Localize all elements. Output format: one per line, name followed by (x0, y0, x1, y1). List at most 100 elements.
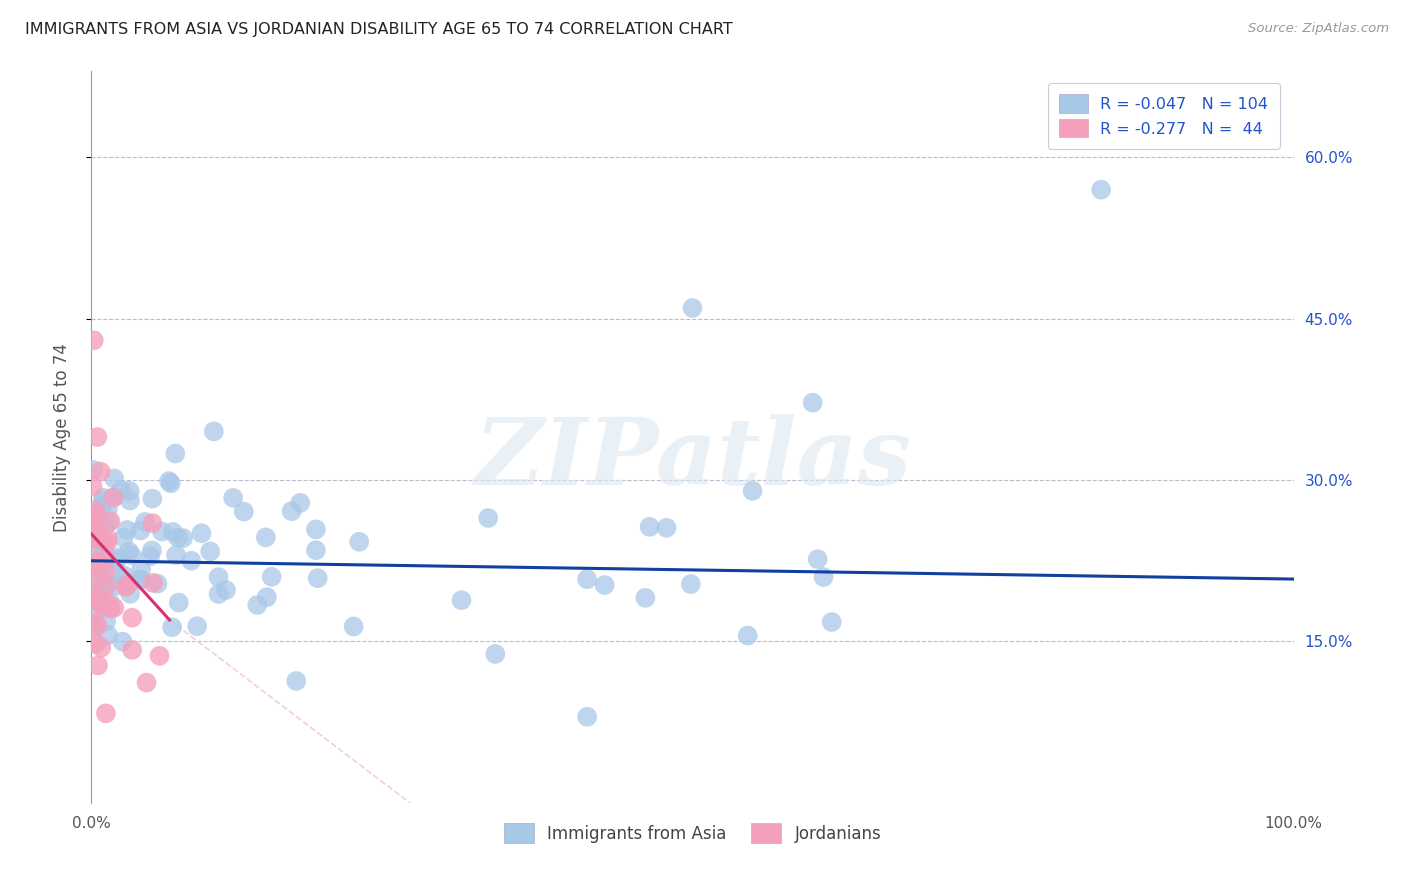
Point (82, 558, 104, 572)
Point (84, 593, 107, 607)
Point (90, 465, 112, 479)
Point (82, 624, 104, 638)
Point (679, 577, 702, 591)
Point (82, 480, 104, 494)
Point (118, 493, 141, 508)
Point (167, 596, 190, 610)
Point (86, 525, 108, 540)
Point (343, 619, 366, 633)
Point (117, 578, 139, 592)
Point (105, 552, 128, 566)
Point (135, 675, 157, 690)
Point (82, 511, 104, 525)
Point (83, 333, 105, 347)
Point (141, 516, 163, 530)
Point (198, 544, 221, 558)
Text: IMMIGRANTS FROM ASIA VS JORDANIAN DISABILITY AGE 65 TO 74 CORRELATION CHART: IMMIGRANTS FROM ASIA VS JORDANIAN DISABI… (25, 22, 733, 37)
Point (180, 554, 202, 568)
Point (90, 640, 112, 655)
Legend: Immigrants from Asia, Jordanians: Immigrants from Asia, Jordanians (496, 817, 889, 849)
Point (222, 491, 245, 505)
Point (305, 522, 328, 536)
Point (84, 636, 107, 650)
Point (83, 525, 105, 540)
Point (84, 592, 107, 607)
Point (134, 515, 156, 529)
Point (84, 594, 107, 608)
Point (93, 545, 115, 559)
Point (103, 491, 125, 505)
Point (94, 578, 117, 592)
Point (84, 503, 107, 517)
Point (246, 598, 269, 612)
Point (450, 593, 472, 607)
Point (655, 521, 678, 535)
Point (477, 511, 499, 525)
Point (97, 577, 120, 591)
Point (100, 601, 122, 615)
Point (104, 566, 127, 580)
Point (94, 706, 117, 721)
Point (97, 628, 120, 642)
Point (576, 710, 599, 724)
Point (105, 578, 128, 592)
Point (280, 504, 302, 518)
Point (159, 476, 181, 491)
Point (82, 532, 104, 546)
Point (1090, 183, 1112, 197)
Point (813, 570, 835, 584)
Point (100, 514, 122, 528)
Point (741, 483, 763, 498)
Point (207, 587, 229, 601)
Point (484, 647, 506, 661)
Point (165, 446, 187, 460)
Point (91, 494, 114, 508)
Point (207, 570, 229, 584)
Point (98, 594, 121, 608)
Point (129, 562, 152, 576)
Point (87, 618, 110, 632)
Point (165, 548, 187, 562)
Text: Source: ZipAtlas.com: Source: ZipAtlas.com (1249, 22, 1389, 36)
Point (202, 425, 225, 439)
Point (82, 591, 104, 605)
Point (84, 606, 107, 620)
Point (84, 509, 107, 524)
Point (114, 580, 136, 594)
Point (111, 634, 134, 648)
Point (576, 572, 599, 586)
Point (129, 572, 152, 586)
Point (254, 530, 277, 544)
Point (139, 549, 162, 564)
Point (285, 673, 308, 688)
Point (256, 590, 278, 604)
Point (93, 491, 115, 505)
Point (160, 620, 183, 634)
Point (91, 498, 114, 512)
Text: ZIPatlas: ZIPatlas (474, 414, 911, 504)
Point (94, 565, 117, 579)
Point (162, 524, 184, 539)
Point (232, 505, 254, 519)
Point (115, 575, 138, 590)
Point (157, 474, 180, 488)
Point (141, 543, 163, 558)
Point (121, 548, 143, 562)
Point (186, 619, 208, 633)
Point (94, 518, 117, 533)
Point (118, 544, 141, 558)
Point (89, 533, 111, 547)
Point (89, 534, 111, 549)
Point (94, 552, 117, 566)
Point (142, 575, 165, 590)
Point (634, 591, 657, 605)
Point (94, 614, 117, 628)
Point (93, 598, 115, 612)
Point (82, 591, 104, 605)
Point (83, 616, 105, 631)
Point (141, 491, 163, 506)
Point (307, 571, 329, 585)
Point (97, 501, 120, 516)
Point (91, 539, 114, 553)
Point (118, 483, 141, 498)
